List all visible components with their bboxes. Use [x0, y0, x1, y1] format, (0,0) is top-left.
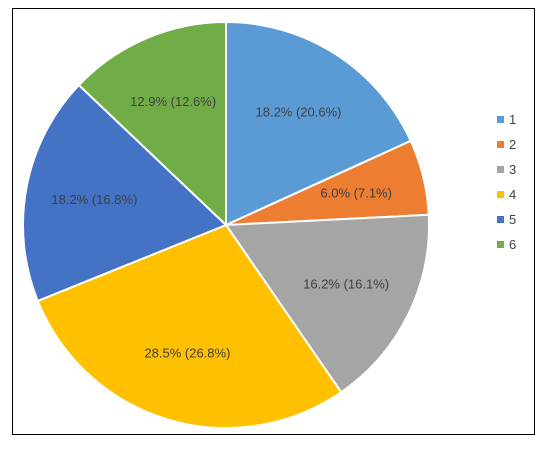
- legend-swatch-6: [497, 241, 504, 248]
- slice-label-3: 16.2% (16.1%): [303, 276, 389, 291]
- slice-label-1: 18.2% (20.6%): [256, 104, 342, 119]
- pie-slice-5: [22, 83, 228, 303]
- slice-labels: 18.2% (20.6%) 6.0% (7.1%) 16.2% (16.1%) 28.…: [51, 94, 392, 360]
- legend-label-1: 1: [509, 112, 516, 127]
- pie-slice-1: [225, 20, 413, 227]
- slice-label-2: 6.0% (7.1%): [320, 185, 392, 200]
- legend-swatch-2: [497, 141, 504, 148]
- legend-label-6: 6: [509, 237, 516, 252]
- legend: 1 2 3 4 5 6: [497, 112, 516, 252]
- slice-label-5: 18.2% (16.8%): [51, 192, 137, 207]
- legend-swatch-1: [497, 116, 504, 123]
- legend-label-2: 2: [509, 137, 516, 152]
- pie-slices: [22, 20, 430, 429]
- legend-label-3: 3: [509, 162, 516, 177]
- pie-slice-4: [36, 223, 343, 429]
- legend-swatch-5: [497, 216, 504, 223]
- legend-swatch-4: [497, 191, 504, 198]
- pie-slice-6: [77, 20, 227, 228]
- legend-swatch-3: [497, 166, 504, 173]
- pie-slice-3: [224, 213, 430, 394]
- legend-label-5: 5: [509, 212, 516, 227]
- legend-label-4: 4: [509, 187, 516, 202]
- slice-label-4: 28.5% (26.8%): [144, 345, 230, 360]
- slice-label-6: 12.9% (12.6%): [130, 94, 216, 109]
